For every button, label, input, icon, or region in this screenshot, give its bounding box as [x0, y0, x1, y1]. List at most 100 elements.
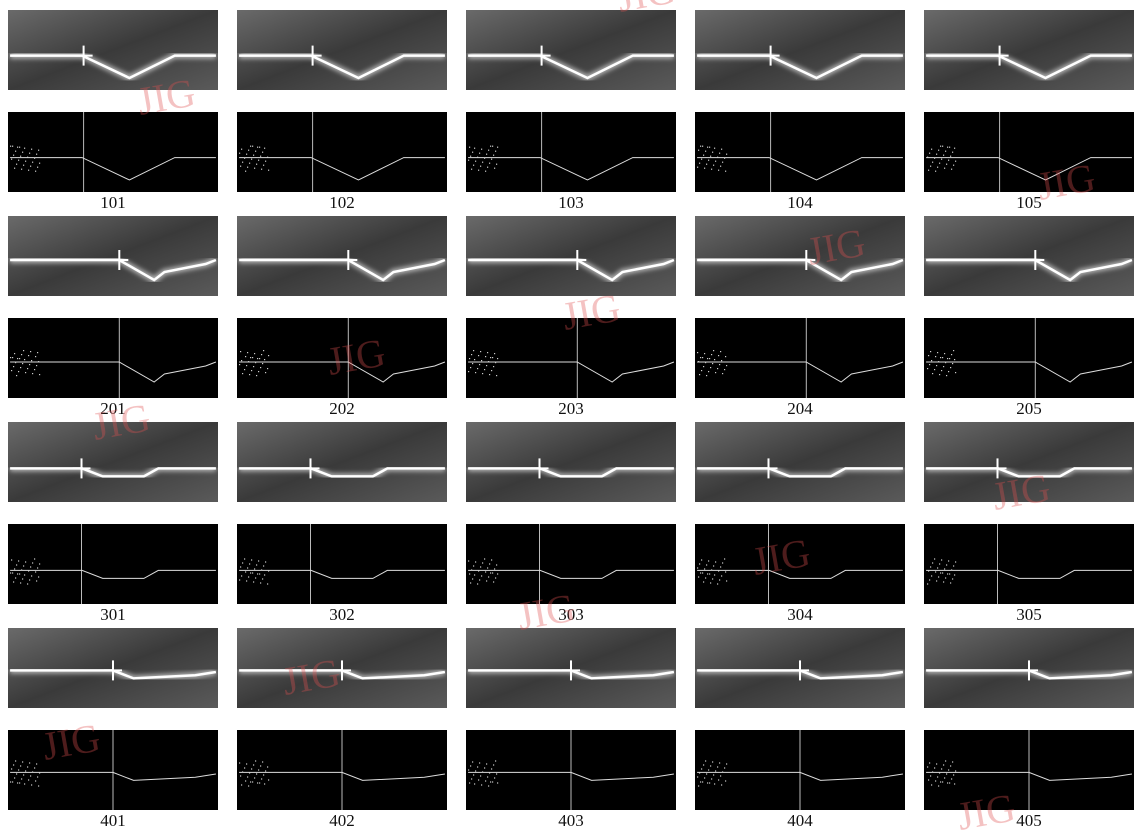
noise: [469, 782, 470, 783]
noise: [927, 583, 928, 584]
noise: [932, 162, 933, 163]
noise: [28, 170, 29, 171]
noise: [244, 558, 245, 559]
noise: [265, 561, 266, 562]
noise: [712, 363, 713, 364]
panel-label: 102: [329, 193, 355, 212]
noise: [935, 356, 936, 357]
noise: [706, 773, 707, 774]
panel-label: 205: [1016, 399, 1042, 418]
noise: [239, 762, 240, 763]
noise: [700, 781, 701, 782]
noise: [22, 761, 23, 762]
noise: [929, 579, 930, 580]
noise: [261, 778, 262, 779]
processed-image: [237, 524, 447, 604]
noise: [705, 151, 706, 152]
panel-label: 404: [787, 811, 813, 830]
noise: [938, 150, 939, 151]
noise: [726, 154, 727, 155]
noise: [39, 163, 40, 164]
noise: [487, 167, 488, 168]
noise: [11, 159, 12, 160]
noise: [697, 352, 698, 353]
noise: [717, 583, 718, 584]
noise: [496, 773, 497, 774]
noise: [698, 785, 699, 786]
noise: [11, 370, 12, 371]
noise: [937, 776, 938, 777]
panel: 305: [924, 422, 1134, 624]
noise: [496, 564, 497, 565]
noise: [705, 362, 706, 363]
noise: [720, 775, 721, 776]
noise: [473, 774, 474, 775]
noise: [259, 358, 260, 359]
noise: [267, 157, 268, 158]
panel-label: 204: [787, 399, 813, 418]
noise: [700, 572, 701, 573]
panel: 404: [695, 628, 905, 830]
noise: [931, 575, 932, 576]
noise: [27, 157, 28, 158]
noise: [707, 573, 708, 574]
noise: [35, 780, 36, 781]
noise: [242, 373, 243, 374]
noise: [21, 354, 22, 355]
noise: [493, 764, 494, 765]
noise: [710, 765, 711, 766]
noise: [487, 776, 488, 777]
noise: [259, 147, 260, 148]
noise: [477, 157, 478, 158]
camera-image: [466, 10, 676, 90]
noise: [32, 562, 33, 563]
noise: [711, 569, 712, 570]
noise: [479, 762, 480, 763]
noise: [494, 568, 495, 569]
noise: [474, 359, 475, 360]
noise: [23, 165, 24, 166]
noise: [955, 161, 956, 162]
noise: [726, 580, 727, 581]
noise: [717, 157, 718, 158]
noise: [19, 782, 20, 783]
noise: [21, 169, 22, 170]
noise: [928, 170, 929, 171]
noise: [22, 152, 23, 153]
noise: [478, 779, 479, 780]
noise: [34, 369, 35, 370]
noise: [20, 765, 21, 766]
noise: [706, 375, 707, 376]
panel: 205: [924, 216, 1134, 418]
noise: [475, 561, 476, 562]
noise: [697, 776, 698, 777]
noise: [25, 561, 26, 562]
camera-image: [237, 422, 447, 502]
noise: [19, 573, 20, 574]
noise: [942, 572, 943, 573]
noise: [10, 572, 11, 573]
noise: [699, 374, 700, 375]
noise: [488, 576, 489, 577]
noise: [717, 368, 718, 369]
noise: [37, 776, 38, 777]
noise: [39, 772, 40, 773]
noise: [468, 371, 469, 372]
processed-image: [8, 112, 218, 192]
noise: [485, 171, 486, 172]
noise: [702, 781, 703, 782]
noise: [497, 573, 498, 574]
noise: [707, 358, 708, 359]
noise: [244, 369, 245, 370]
noise: [263, 350, 264, 351]
noise: [927, 766, 928, 767]
noise: [473, 165, 474, 166]
noise: [493, 155, 494, 156]
noise: [715, 561, 716, 562]
panel-label: 101: [100, 193, 126, 212]
noise: [31, 149, 32, 150]
noise: [245, 171, 246, 172]
noise: [701, 370, 702, 371]
noise: [16, 564, 17, 565]
noise: [255, 760, 256, 761]
